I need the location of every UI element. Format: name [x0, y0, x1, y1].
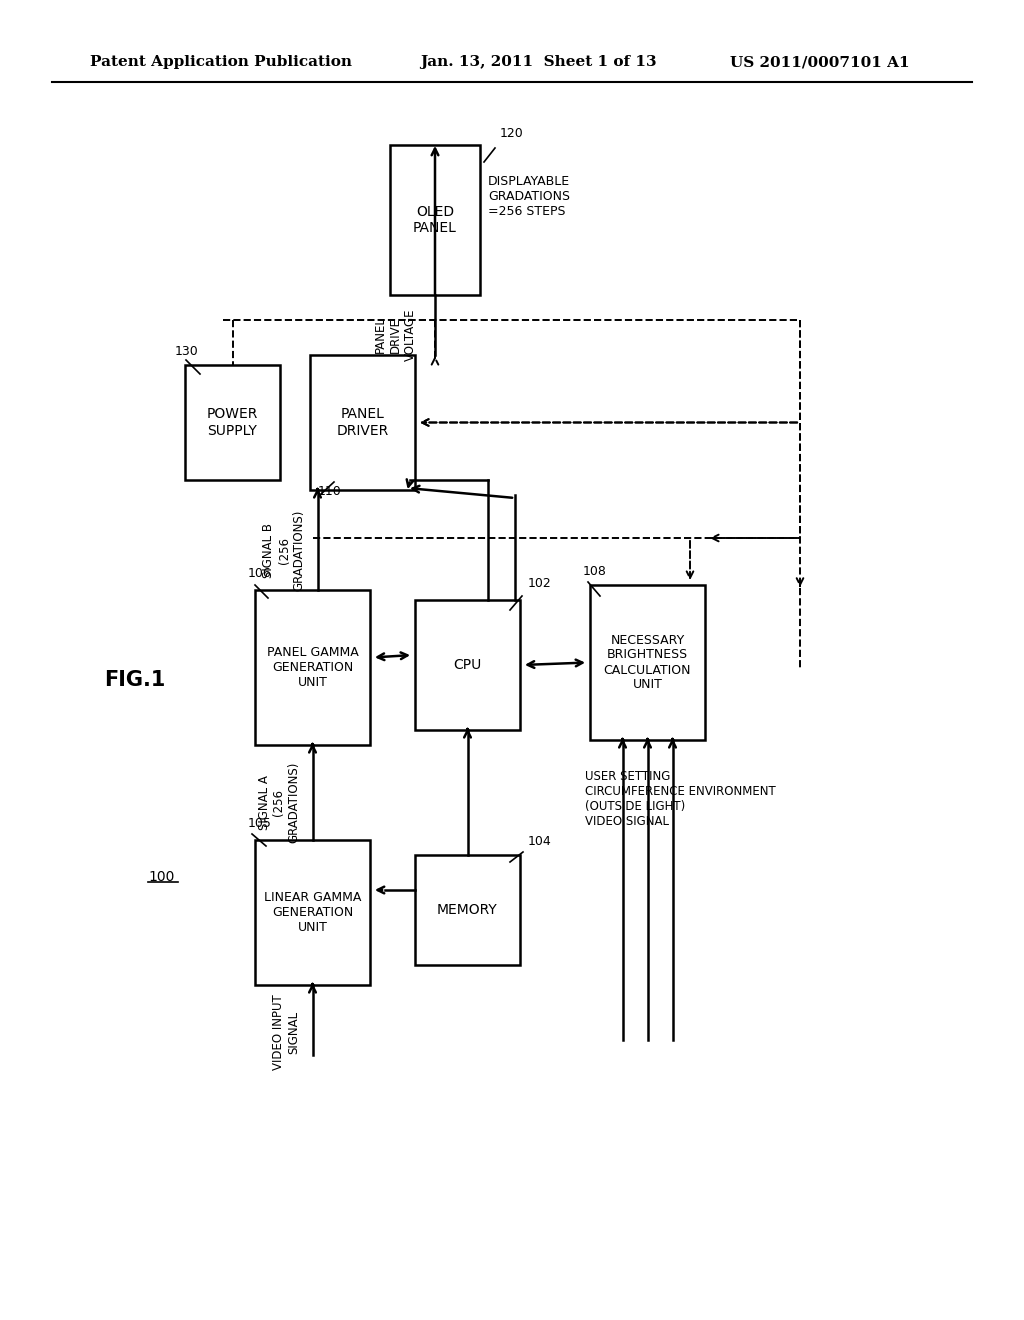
Bar: [415, 855, 520, 965]
Text: 120: 120: [500, 127, 523, 140]
Text: PANEL
DRIVER: PANEL DRIVER: [336, 408, 389, 438]
Text: POWER
SUPPLY: POWER SUPPLY: [207, 408, 258, 438]
Text: OLED
PANEL: OLED PANEL: [413, 205, 457, 235]
Text: CPU: CPU: [454, 657, 481, 672]
Text: 102: 102: [528, 577, 552, 590]
Bar: [390, 145, 480, 294]
Bar: [415, 601, 520, 730]
Text: NECESSARY
BRIGHTNESS
CALCULATION
UNIT: NECESSARY BRIGHTNESS CALCULATION UNIT: [604, 634, 691, 692]
Text: LINEAR GAMMA
GENERATION
UNIT: LINEAR GAMMA GENERATION UNIT: [264, 891, 361, 935]
Text: 106: 106: [248, 568, 271, 579]
Text: MEMORY: MEMORY: [437, 903, 498, 917]
Text: SIGNAL B
(256
GRADATIONS): SIGNAL B (256 GRADATIONS): [262, 510, 305, 590]
Text: VIDEO INPUT
SIGNAL: VIDEO INPUT SIGNAL: [272, 995, 300, 1071]
Text: 130: 130: [175, 345, 199, 358]
Bar: [185, 366, 280, 480]
Text: PANEL GAMMA
GENERATION
UNIT: PANEL GAMMA GENERATION UNIT: [266, 645, 358, 689]
Text: PANEL
DRIVE
VOLTAGE: PANEL DRIVE VOLTAGE: [374, 309, 417, 362]
Text: DISPLAYABLE
GRADATIONS
=256 STEPS: DISPLAYABLE GRADATIONS =256 STEPS: [488, 176, 570, 218]
Bar: [310, 355, 415, 490]
Text: SIGNAL A
(256
GRADATIONS): SIGNAL A (256 GRADATIONS): [257, 762, 300, 843]
Text: Jan. 13, 2011  Sheet 1 of 13: Jan. 13, 2011 Sheet 1 of 13: [420, 55, 656, 69]
Bar: [255, 590, 370, 744]
Text: FIG.1: FIG.1: [104, 671, 166, 690]
Text: Patent Application Publication: Patent Application Publication: [90, 55, 352, 69]
Bar: [590, 585, 705, 741]
Text: 108: 108: [583, 565, 607, 578]
Text: 104: 104: [528, 836, 552, 847]
Text: 110: 110: [318, 484, 342, 498]
Text: USER SETTING
CIRCUMFERENCE ENVIRONMENT
(OUTSIDE LIGHT)
VIDEO SIGNAL: USER SETTING CIRCUMFERENCE ENVIRONMENT (…: [585, 770, 776, 828]
Text: US 2011/0007101 A1: US 2011/0007101 A1: [730, 55, 909, 69]
Bar: [255, 840, 370, 985]
Text: 105: 105: [248, 817, 272, 830]
Text: 100: 100: [148, 870, 174, 884]
